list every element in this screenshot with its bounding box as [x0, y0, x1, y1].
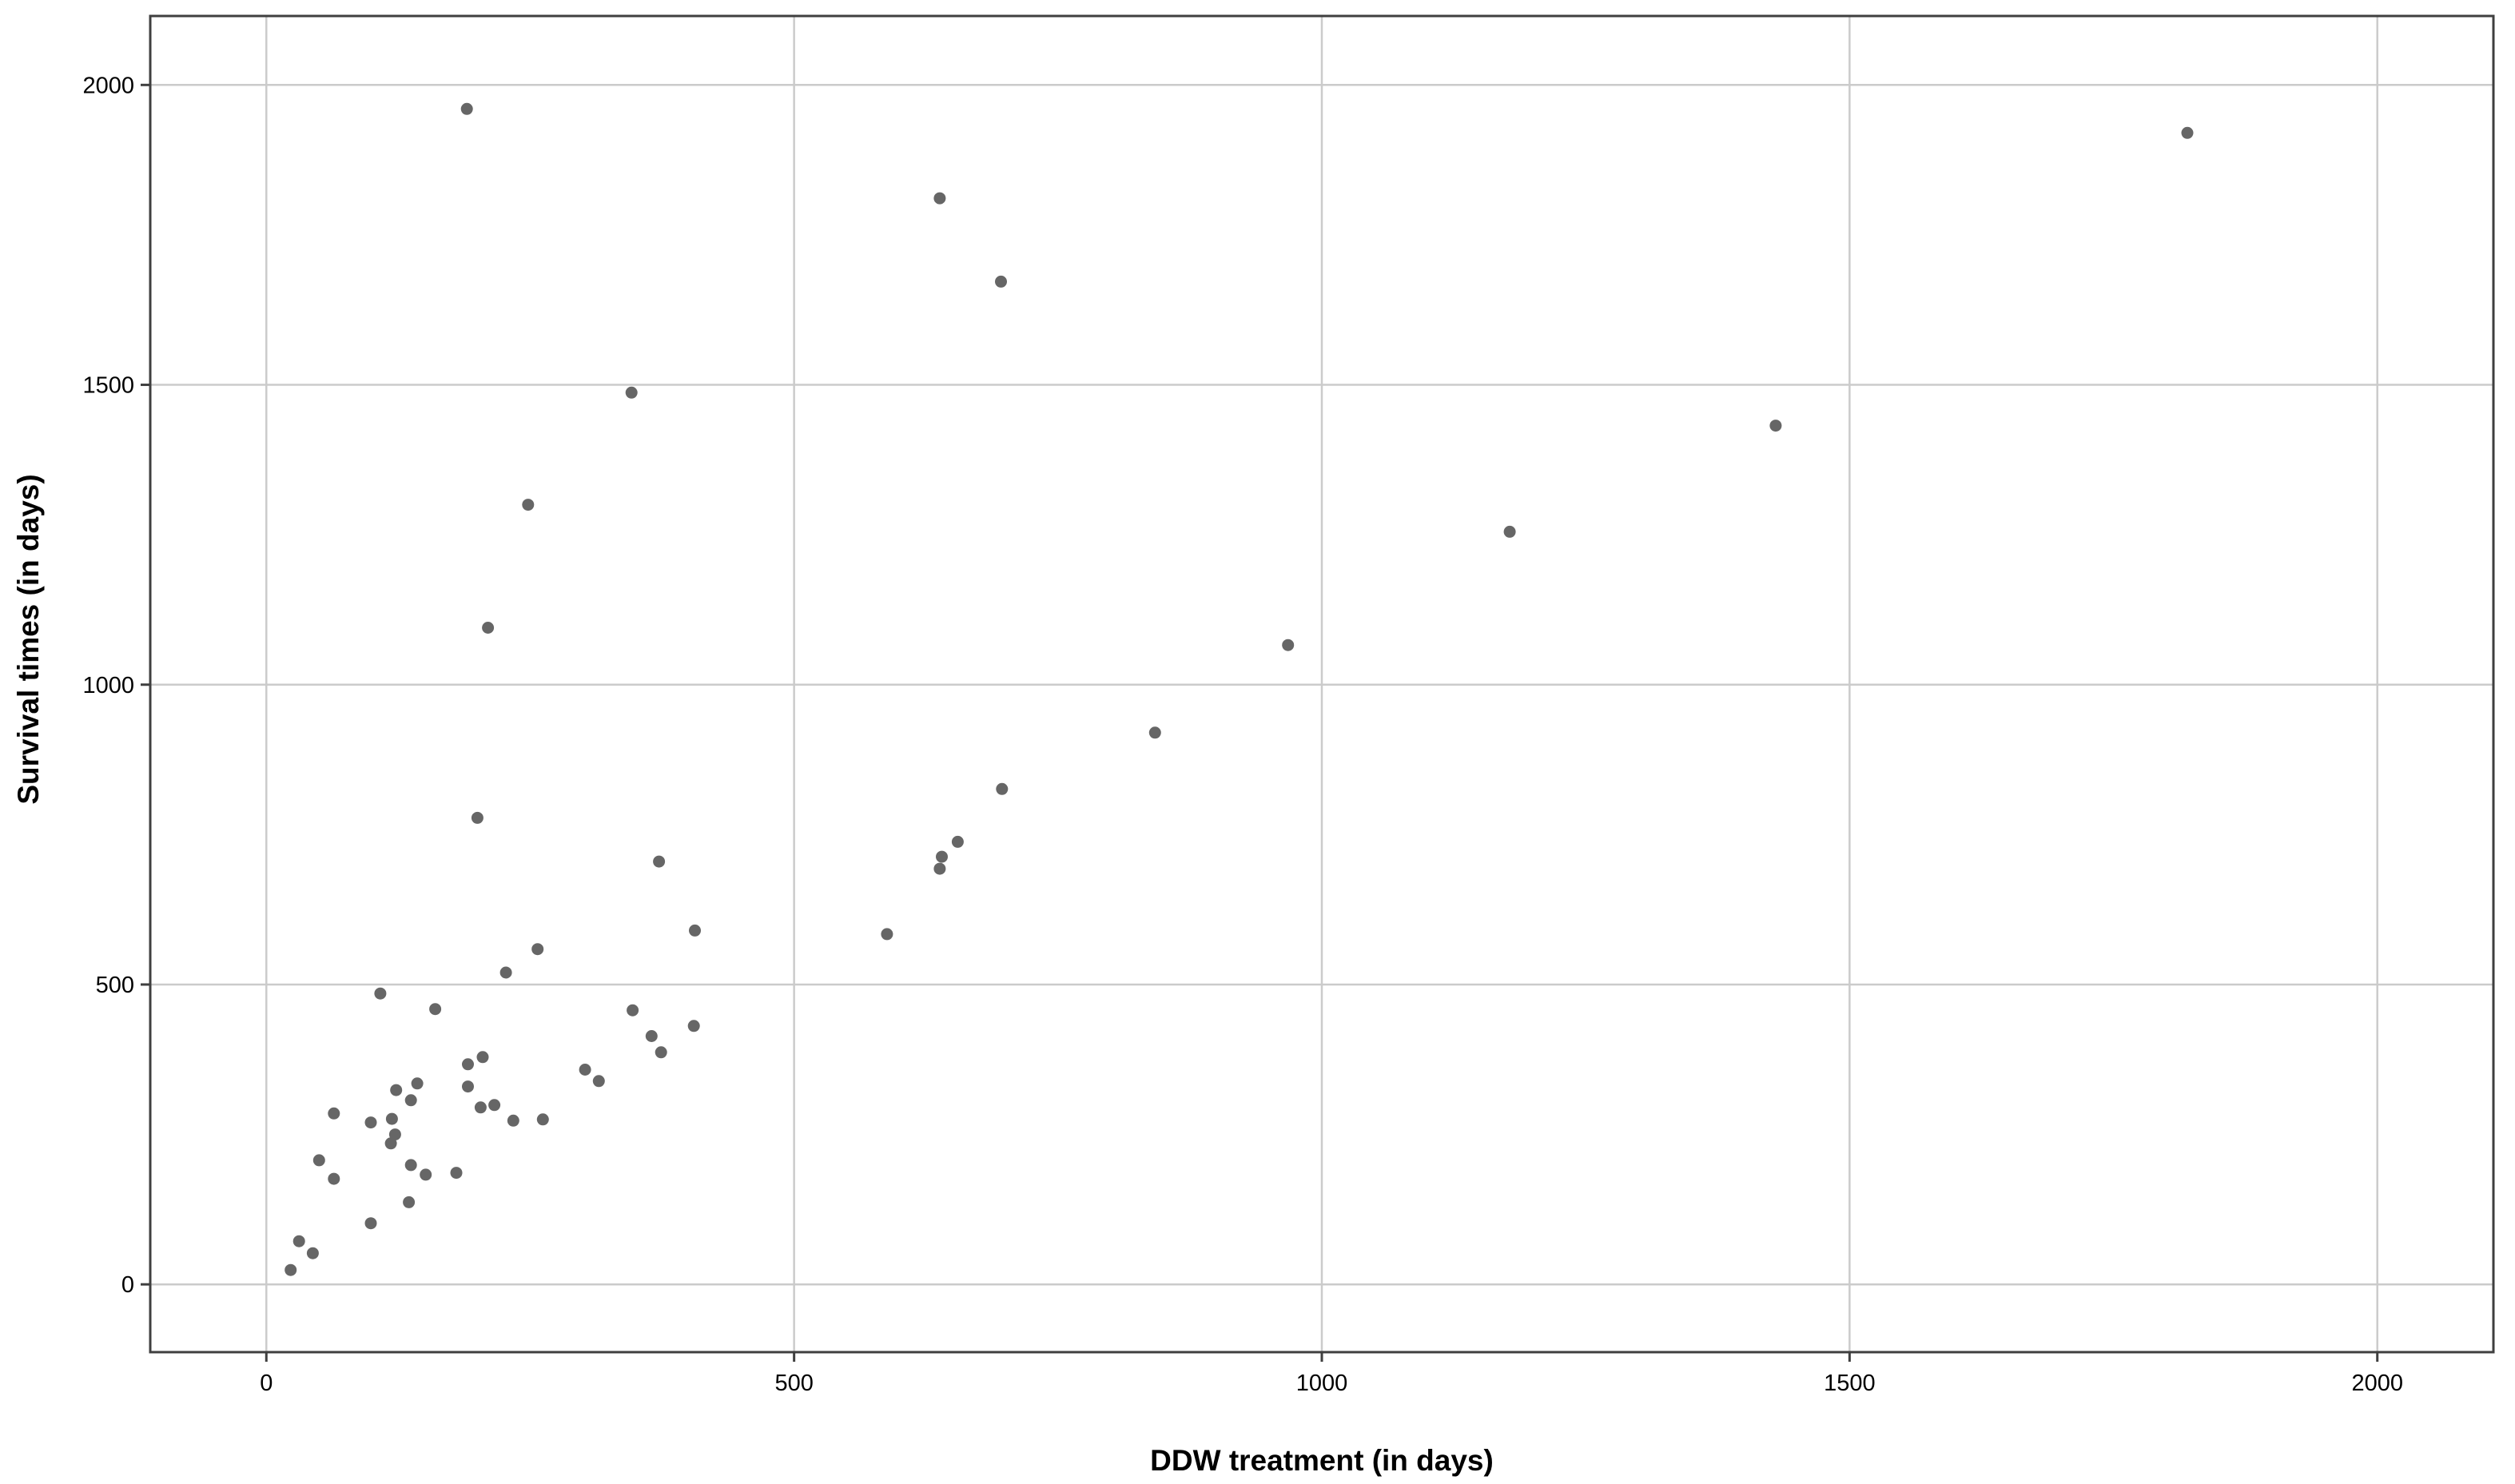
- tick-labels: 0 500 1000 1500 2000 0 500 1000 1500 2000: [82, 73, 2402, 1396]
- y-tick-label: 1500: [82, 373, 134, 399]
- data-point: [390, 1084, 403, 1096]
- data-point: [403, 1196, 416, 1208]
- data-point: [645, 1030, 658, 1042]
- data-point: [522, 499, 535, 511]
- x-tick-label: 1000: [1296, 1371, 1348, 1396]
- data-point: [374, 987, 387, 1000]
- data-point: [507, 1114, 519, 1127]
- data-point: [388, 1128, 401, 1141]
- data-point: [996, 782, 1009, 795]
- data-point: [404, 1094, 417, 1107]
- data-point: [462, 1080, 474, 1093]
- data-point: [536, 1113, 549, 1126]
- data-point: [1282, 639, 1295, 651]
- data-point: [592, 1075, 605, 1088]
- data-point: [384, 1137, 397, 1150]
- data-point: [460, 102, 473, 115]
- data-point: [385, 1112, 398, 1125]
- data-point: [364, 1217, 377, 1230]
- y-tick-label: 1000: [82, 673, 134, 698]
- data-point: [1503, 525, 1516, 538]
- data-point: [687, 1020, 700, 1032]
- data-point: [881, 928, 893, 941]
- data-point: [689, 924, 701, 937]
- data-point: [1148, 726, 1161, 739]
- data-point: [474, 1101, 487, 1114]
- data-point: [933, 862, 946, 875]
- x-tick-label: 0: [260, 1371, 273, 1396]
- data-point: [306, 1247, 319, 1259]
- data-point: [471, 811, 484, 824]
- axis-ticks: [141, 83, 2379, 1362]
- data-point: [462, 1058, 474, 1071]
- data-point: [627, 1004, 639, 1017]
- x-axis-title: DDW treatment (in days): [1150, 1444, 1494, 1477]
- data-point: [420, 1168, 432, 1181]
- data-point: [450, 1167, 463, 1180]
- y-axis-title: Survival times (in days): [12, 474, 45, 804]
- data-point: [328, 1107, 340, 1120]
- x-tick-label: 500: [774, 1371, 813, 1396]
- data-point: [404, 1159, 417, 1172]
- data-point: [933, 192, 946, 205]
- y-tick-label: 2000: [82, 73, 134, 98]
- data-point: [655, 1046, 667, 1059]
- y-tick-label: 0: [121, 1272, 134, 1298]
- data-point: [951, 835, 964, 848]
- data-point: [488, 1099, 501, 1112]
- data-point: [653, 855, 666, 868]
- data-point: [364, 1116, 377, 1129]
- data-point: [2181, 126, 2194, 139]
- x-tick-label: 2000: [2351, 1371, 2403, 1396]
- data-point: [625, 386, 638, 399]
- data-point: [312, 1154, 325, 1167]
- data-point: [476, 1051, 489, 1064]
- y-tick-label: 500: [96, 973, 134, 998]
- data-point: [482, 622, 495, 634]
- data-point: [1769, 420, 1782, 432]
- x-tick-label: 1500: [1824, 1371, 1876, 1396]
- data-point: [429, 1003, 442, 1016]
- data-point: [292, 1235, 305, 1247]
- gridlines: [150, 16, 2493, 1352]
- data-point: [328, 1172, 340, 1185]
- data-point: [411, 1077, 424, 1090]
- data-point: [285, 1263, 297, 1276]
- data-point: [936, 850, 948, 863]
- data-point: [499, 966, 512, 979]
- data-point: [995, 275, 1007, 288]
- data-points: [285, 102, 2194, 1276]
- data-point: [579, 1064, 591, 1076]
- data-point: [531, 943, 544, 956]
